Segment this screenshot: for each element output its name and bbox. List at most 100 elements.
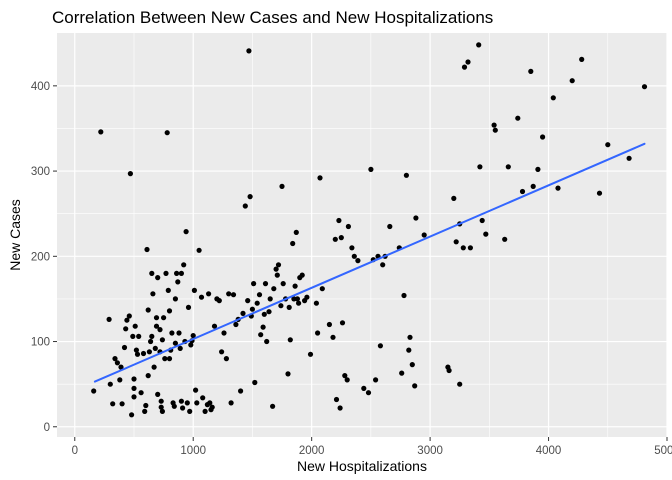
data-point	[290, 240, 296, 247]
data-point	[134, 351, 141, 357]
data-point	[256, 292, 263, 298]
data-point	[555, 185, 561, 191]
data-point	[193, 387, 199, 393]
data-point	[349, 245, 355, 251]
data-point	[190, 333, 196, 339]
data-point	[492, 127, 498, 133]
data-point	[91, 388, 97, 394]
data-point	[258, 332, 264, 338]
data-point	[569, 78, 575, 84]
data-point	[121, 344, 128, 351]
y-tick-label: 0	[44, 422, 50, 434]
data-point	[144, 246, 150, 253]
data-point	[467, 245, 473, 251]
minor-gridlines	[57, 33, 667, 437]
data-point	[152, 345, 158, 351]
data-point	[337, 405, 343, 411]
data-point	[150, 291, 156, 297]
data-point	[270, 403, 276, 409]
data-point	[166, 356, 173, 362]
data-point	[133, 347, 139, 353]
data-point	[292, 283, 298, 289]
data-point	[626, 155, 632, 161]
data-point	[273, 266, 279, 272]
data-point	[317, 175, 323, 181]
data-point	[285, 371, 291, 377]
data-point	[483, 231, 489, 237]
data-point	[146, 349, 152, 355]
data-point	[421, 232, 427, 238]
data-point	[519, 188, 526, 195]
data-point	[174, 270, 180, 276]
data-point	[181, 262, 187, 268]
data-point	[228, 400, 234, 406]
data-point	[274, 272, 280, 278]
data-point	[172, 296, 178, 302]
data-point	[252, 379, 258, 386]
trend-line	[93, 142, 646, 383]
x-tick-label: 4000	[536, 445, 562, 457]
y-axis-ticks: 0 100 200 300 400	[31, 81, 57, 434]
data-point	[605, 142, 611, 148]
data-point	[185, 304, 192, 310]
data-point	[164, 130, 170, 136]
data-point	[123, 326, 129, 332]
data-point	[110, 401, 116, 407]
data-point	[163, 270, 169, 276]
data-point	[230, 292, 237, 298]
data-point	[491, 122, 497, 128]
data-point	[262, 281, 269, 287]
data-point	[368, 166, 374, 172]
data-point	[207, 400, 213, 406]
data-point	[130, 333, 136, 339]
data-point	[528, 68, 534, 74]
data-point	[151, 364, 157, 370]
data-point	[149, 270, 155, 276]
data-point	[461, 64, 468, 70]
x-tick-label: 3000	[417, 445, 443, 457]
data-point	[165, 287, 171, 293]
data-point	[304, 294, 310, 300]
data-point	[299, 272, 305, 278]
data-point	[159, 337, 165, 343]
data-point	[505, 164, 511, 170]
data-point	[143, 402, 149, 409]
data-point	[191, 287, 197, 293]
data-point	[166, 308, 173, 314]
y-tick-label: 400	[31, 81, 50, 93]
data-point	[550, 95, 556, 101]
data-point	[242, 203, 248, 209]
data-point	[155, 391, 161, 397]
data-point	[129, 412, 135, 418]
data-point	[344, 377, 350, 383]
data-point	[107, 381, 113, 387]
data-point	[247, 194, 253, 200]
data-point	[515, 115, 521, 121]
data-point	[266, 309, 272, 315]
data-point	[355, 258, 361, 264]
data-point	[460, 245, 466, 251]
data-point	[596, 190, 603, 196]
data-point	[216, 298, 222, 304]
data-point	[307, 351, 314, 357]
data-point	[502, 236, 508, 242]
y-tick-label: 200	[31, 251, 50, 263]
data-point	[457, 381, 463, 387]
data-point	[184, 400, 190, 406]
data-point	[119, 401, 125, 407]
data-point	[106, 316, 112, 322]
data-point	[453, 239, 459, 245]
data-point	[293, 229, 299, 235]
data-point	[287, 337, 293, 343]
data-point	[279, 183, 285, 189]
data-point	[477, 164, 483, 170]
data-point	[373, 377, 379, 383]
data-point	[465, 59, 471, 65]
data-point	[153, 315, 160, 321]
data-point	[159, 408, 165, 414]
data-point	[280, 281, 286, 287]
data-point	[178, 398, 184, 404]
data-point	[206, 291, 212, 297]
